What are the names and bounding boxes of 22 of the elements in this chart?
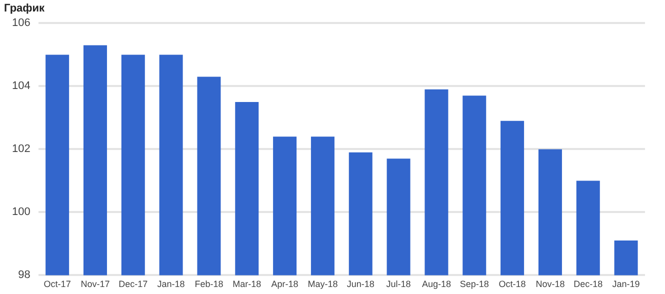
x-tick-label: Oct-18 (498, 279, 526, 290)
x-tick-label: Jun-18 (346, 279, 374, 290)
y-tick-label: 106 (12, 17, 30, 30)
x-tick-label: Jan-19 (612, 279, 640, 290)
y-tick-label: 98 (18, 269, 30, 282)
x-tick-label: Apr-18 (271, 279, 298, 290)
x-tick-label: Sep-18 (460, 279, 489, 290)
chart-title: График (4, 2, 46, 15)
x-tick-label: Feb-18 (194, 279, 224, 290)
x-tick-label: Nov-17 (80, 279, 110, 290)
y-tick-label: 102 (12, 143, 30, 156)
x-tick-label: May-18 (308, 279, 338, 290)
x-tick-label: Mar-18 (232, 279, 262, 290)
y-tick-label: 104 (12, 80, 30, 92)
x-tick-label: Dec-18 (574, 279, 603, 290)
y-tick-label: 100 (12, 206, 30, 218)
x-tick-label: Jul-18 (386, 279, 411, 290)
x-tick-label: Oct-17 (44, 279, 71, 290)
x-tick-label: Dec-17 (118, 279, 148, 290)
x-tick-label: Jan-18 (157, 279, 185, 290)
x-tick-label: Aug-18 (422, 279, 451, 290)
x-tick-label: Nov-18 (536, 279, 565, 290)
